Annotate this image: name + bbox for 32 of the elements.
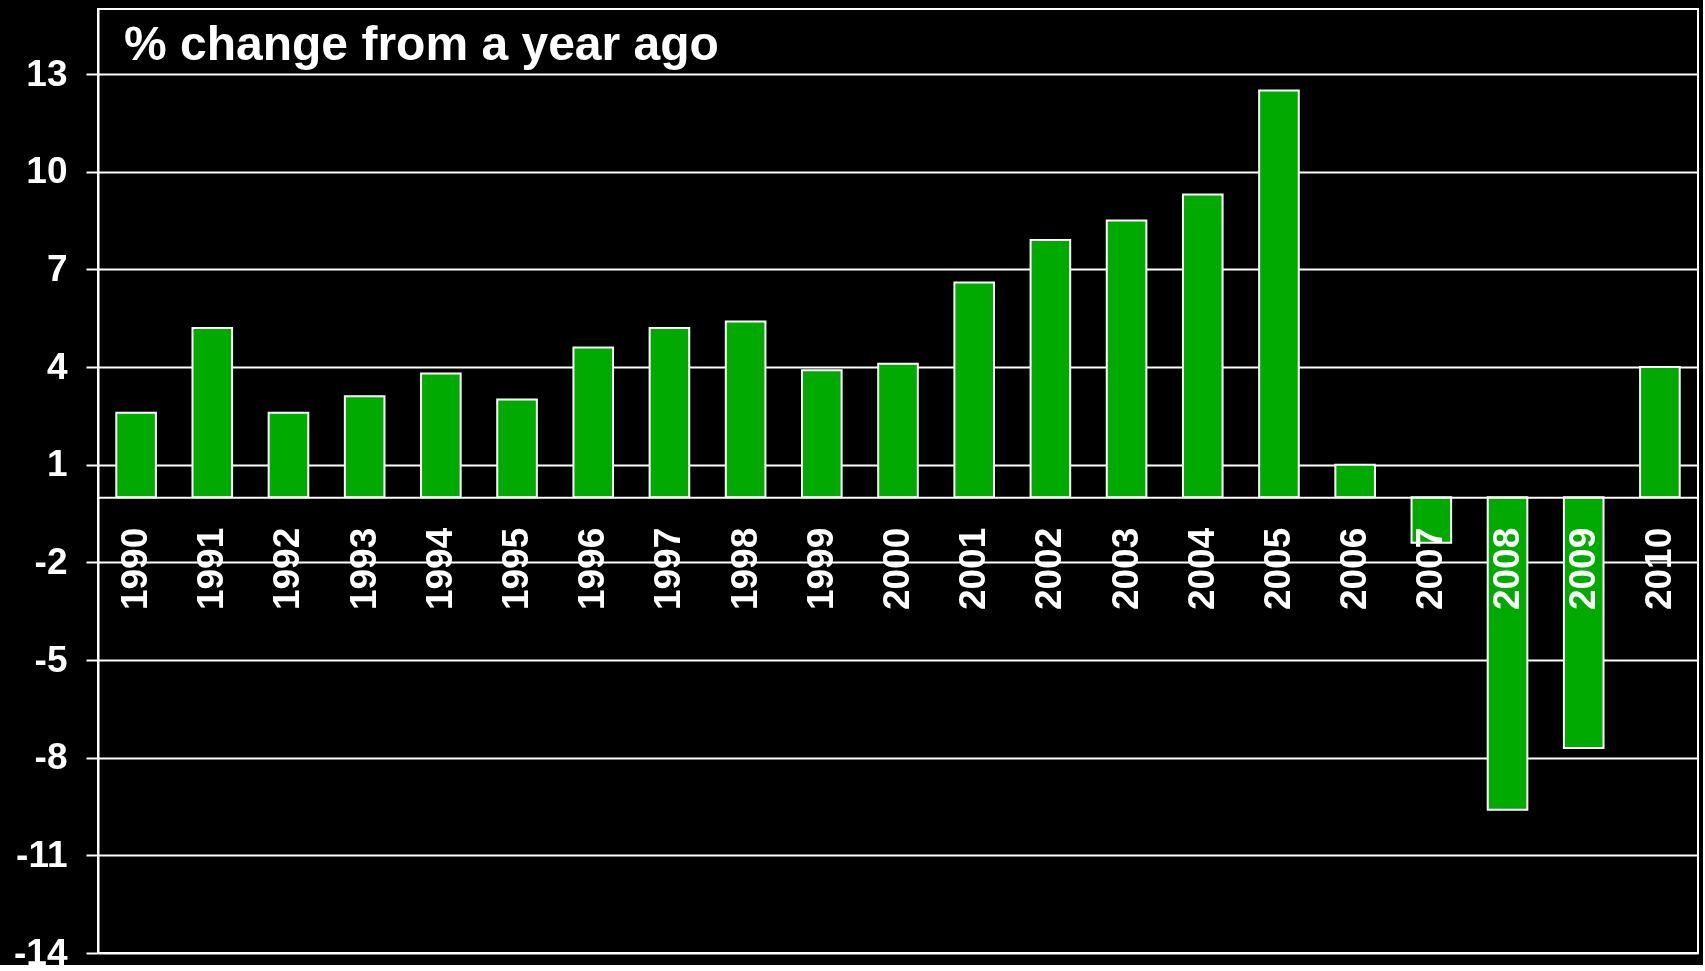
x-tick-label: 1996: [571, 527, 613, 611]
y-tick-label: 13: [26, 52, 68, 94]
y-tick-label: -8: [34, 736, 68, 778]
x-tick-label: 1992: [266, 527, 308, 611]
x-tick-label: 1999: [799, 527, 841, 611]
x-tick-label: 1993: [342, 527, 384, 611]
y-tick-label: -11: [16, 833, 68, 875]
x-tick-label: 2010: [1637, 527, 1679, 611]
x-tick-label: 1991: [190, 527, 232, 611]
y-tick-label: -5: [34, 638, 68, 680]
x-tick-label: 1994: [418, 527, 460, 611]
x-tick-label: 2007: [1409, 527, 1451, 611]
x-tick-label: 2006: [1333, 527, 1375, 611]
x-tick-label: 2001: [952, 527, 994, 611]
x-tick-label: 2003: [1104, 527, 1146, 611]
x-tick-label: 1990: [114, 527, 156, 611]
x-tick-label: 1995: [495, 527, 537, 611]
y-tick-label: -14: [14, 931, 68, 971]
y-tick-label: 10: [26, 150, 68, 192]
y-tick-label: 4: [46, 345, 68, 387]
x-tick-label: 2009: [1561, 527, 1603, 611]
y-tick-label: 7: [46, 247, 68, 289]
x-tick-label: 2004: [1180, 527, 1222, 611]
x-tick-label: 1997: [647, 527, 689, 611]
y-tick-label: 1: [46, 443, 68, 485]
x-tick-label: 1998: [723, 527, 765, 611]
x-tick-label: 2002: [1028, 527, 1070, 611]
chart-title: % change from a year ago: [124, 17, 719, 70]
x-tick-label: 2000: [876, 527, 917, 611]
x-tick-label: 2005: [1256, 527, 1298, 611]
x-tick-label: 2008: [1485, 527, 1527, 611]
y-tick-label: -2: [34, 540, 68, 582]
